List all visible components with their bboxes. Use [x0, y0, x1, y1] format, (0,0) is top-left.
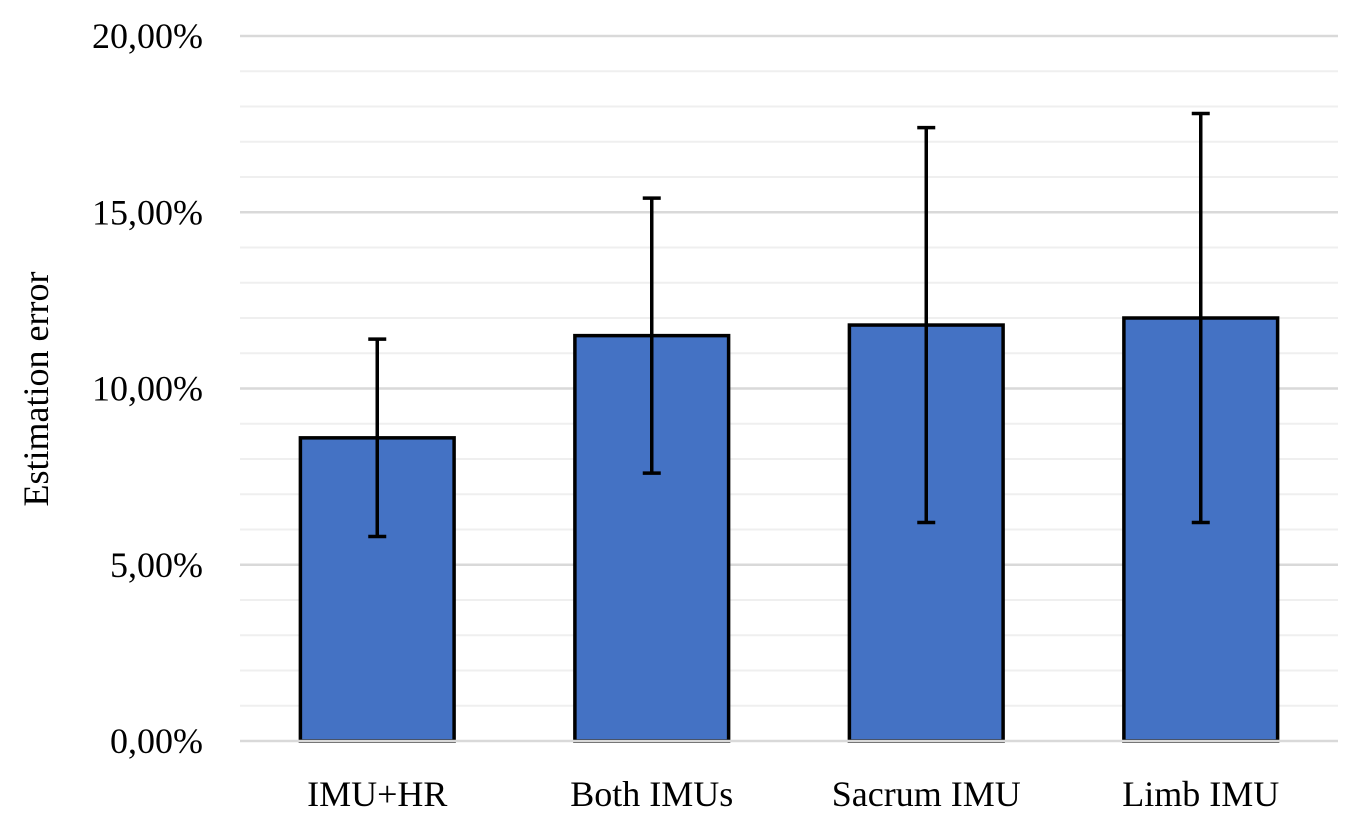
- error-bar: [368, 337, 387, 539]
- y-tick-label: 0,00%: [110, 721, 203, 761]
- x-category-label: IMU+HR: [307, 774, 447, 814]
- y-tick-label: 20,00%: [92, 16, 203, 56]
- y-tick-label: 15,00%: [92, 192, 203, 232]
- error-bars: [368, 111, 1210, 539]
- x-axis-labels: IMU+HR Both IMUs Sacrum IMU Limb IMU: [307, 774, 1279, 814]
- bar: [1122, 316, 1280, 743]
- error-bar: [642, 196, 661, 475]
- y-tick-label: 10,00%: [92, 369, 203, 409]
- error-bar: [917, 125, 936, 525]
- x-category-label: Both IMUs: [570, 774, 733, 814]
- y-tick-label: 5,00%: [110, 545, 203, 585]
- bars: [298, 316, 1280, 743]
- y-axis-ticks: 0,00% 5,00% 10,00% 15,00% 20,00%: [92, 16, 203, 761]
- y-axis-title: Estimation error: [16, 272, 56, 507]
- x-category-label: Sacrum IMU: [832, 774, 1021, 814]
- error-bar: [1191, 111, 1210, 525]
- x-category-label: Limb IMU: [1122, 774, 1279, 814]
